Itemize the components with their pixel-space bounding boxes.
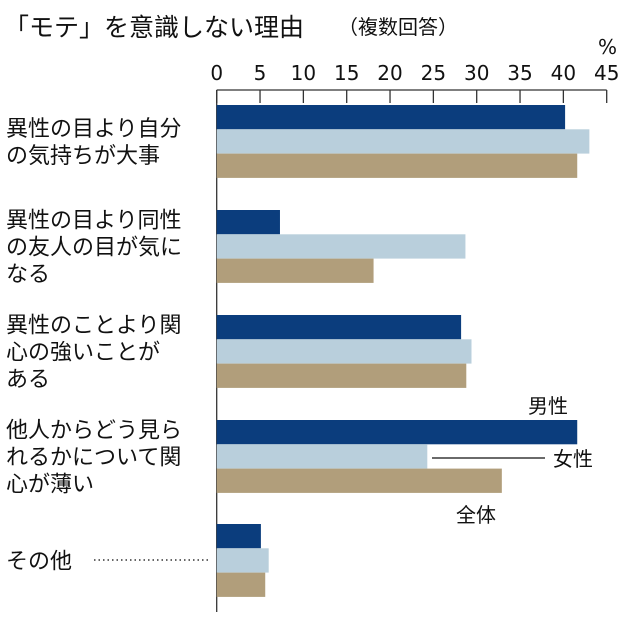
category-label: 他人からどう見ら <box>6 418 182 443</box>
bars <box>216 105 590 597</box>
category-label: なる <box>6 262 50 287</box>
x-tick-label: 0 <box>210 61 223 85</box>
category-label: 異性の目より自分 <box>6 117 182 142</box>
category-label: その他 <box>6 549 72 574</box>
bar-男性-3 <box>216 420 578 445</box>
bar-女性-1 <box>216 234 466 259</box>
bar-全体-2 <box>216 363 467 388</box>
x-axis: 0 5 10 15 20 25 30 35 40 45 <box>210 61 619 612</box>
category-label: の友人の目が気に <box>6 235 182 260</box>
legend-total: 全体 <box>456 503 496 527</box>
bar-女性-0 <box>216 129 590 154</box>
x-tick-label: 30 <box>464 61 489 85</box>
x-tick-label: 10 <box>291 61 316 85</box>
x-tick-label: 20 <box>377 61 402 85</box>
category-label: の気持ちが大事 <box>6 144 160 169</box>
bar-男性-4 <box>216 524 261 549</box>
bar-全体-3 <box>216 468 502 493</box>
bar-女性-2 <box>216 339 472 364</box>
unit-label: % <box>598 35 617 59</box>
x-tick-label: 5 <box>254 61 267 85</box>
category-label: れるかについて関 <box>6 445 181 470</box>
category-label: 心が薄い <box>6 472 94 497</box>
bar-男性-1 <box>216 210 280 235</box>
category-label: 異性のことより関 <box>6 313 182 338</box>
x-tick-label: 15 <box>334 61 359 85</box>
bar-全体-1 <box>216 258 374 283</box>
category-label: 心の強いことが <box>6 340 160 365</box>
category-labels: 異性の目より自分の気持ちが大事異性の目より同性の友人の目が気になる異性のことより… <box>6 117 210 574</box>
legend-female: 女性 <box>553 447 593 471</box>
bar-全体-4 <box>216 572 266 597</box>
bar-全体-0 <box>216 153 578 178</box>
bar-女性-4 <box>216 548 269 573</box>
legend-male: 男性 <box>528 394 568 418</box>
category-label: 異性の目より同性 <box>6 208 182 233</box>
x-tick-label: 25 <box>421 61 446 85</box>
bar-男性-0 <box>216 105 566 130</box>
chart-title: 「モテ」を意識しない理由 <box>4 13 304 42</box>
category-label: ある <box>6 367 50 392</box>
bar-男性-2 <box>216 315 462 340</box>
x-tick-label: 45 <box>594 61 619 85</box>
bar-女性-3 <box>216 444 428 469</box>
x-tick-label: 40 <box>551 61 576 85</box>
chart-subtitle: （複数回答） <box>338 15 458 39</box>
x-tick-label: 35 <box>507 61 532 85</box>
